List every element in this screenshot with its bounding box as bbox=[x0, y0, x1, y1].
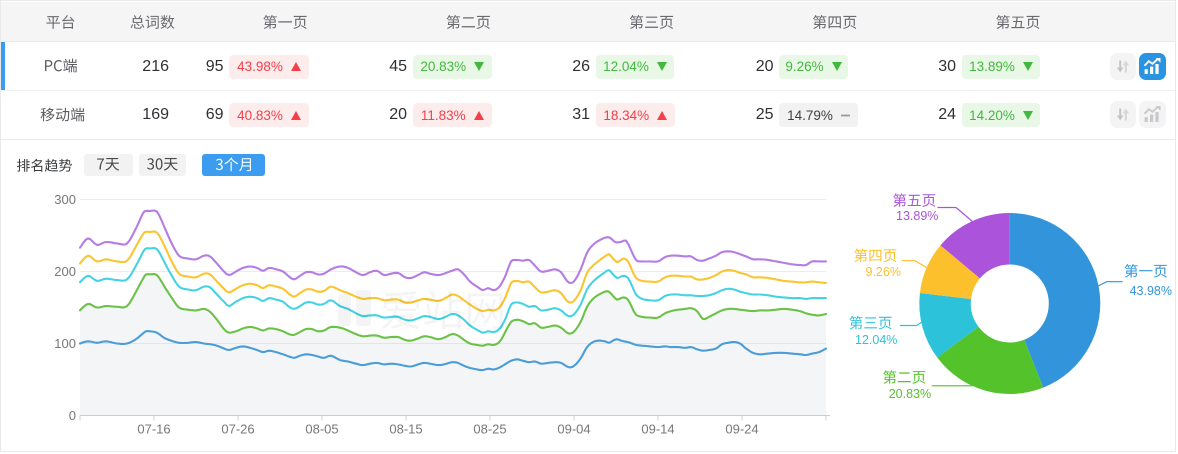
svg-text:09-14: 09-14 bbox=[641, 422, 674, 437]
svg-text:100: 100 bbox=[54, 336, 76, 351]
svg-text:09-24: 09-24 bbox=[725, 422, 758, 437]
svg-text:07-26: 07-26 bbox=[221, 422, 254, 437]
svg-text:09-04: 09-04 bbox=[557, 422, 590, 437]
svg-text:08-15: 08-15 bbox=[389, 422, 422, 437]
svg-text:300: 300 bbox=[54, 192, 76, 207]
svg-text:0: 0 bbox=[69, 408, 76, 423]
svg-text:08-05: 08-05 bbox=[305, 422, 338, 437]
svg-text:200: 200 bbox=[54, 264, 76, 279]
svg-text:07-16: 07-16 bbox=[137, 422, 170, 437]
svg-text:08-25: 08-25 bbox=[473, 422, 506, 437]
